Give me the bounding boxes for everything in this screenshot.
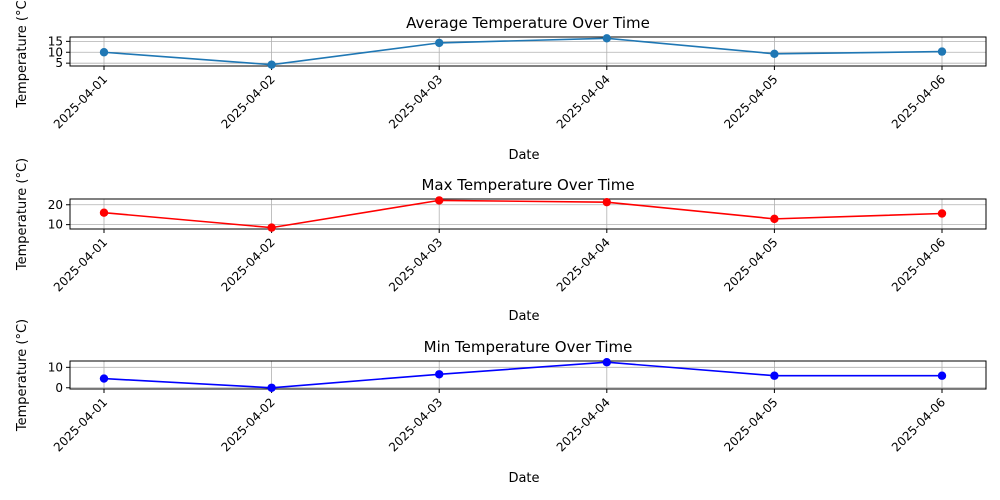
x-tick-label: 2025-04-01 xyxy=(51,72,110,131)
data-point xyxy=(770,49,779,58)
data-point xyxy=(602,34,611,43)
x-tick-label: 2025-04-06 xyxy=(889,235,948,294)
plot-frame xyxy=(69,198,987,230)
data-point xyxy=(770,214,779,224)
data-point xyxy=(267,60,276,69)
x-tick-label: 2025-04-03 xyxy=(386,235,445,294)
data-point xyxy=(99,374,109,383)
chart-title: Min Temperature Over Time xyxy=(424,338,633,356)
y-tick-label: 0 xyxy=(55,381,63,395)
y-axis-label: Temperature (°C) xyxy=(15,0,30,109)
x-axis-label: Date xyxy=(508,148,539,163)
x-tick-label: 2025-04-05 xyxy=(721,235,780,294)
x-tick-label: 2025-04-04 xyxy=(554,235,613,294)
y-axis-label: Temperature (°C) xyxy=(15,158,30,271)
x-tick-label: 2025-04-02 xyxy=(219,235,278,294)
x-tick-label: 2025-04-03 xyxy=(386,72,445,131)
chart-panel-2: 10 20 2025-04-01 2025-04-02 2025-04-03 2025-0… xyxy=(15,158,987,324)
x-tick-label: 2025-04-05 xyxy=(721,395,780,454)
x-axis-label: Date xyxy=(508,471,539,486)
x-tick-label: 2025-04-04 xyxy=(554,72,613,131)
data-point xyxy=(267,383,276,392)
data-point xyxy=(435,370,444,379)
data-point xyxy=(937,209,947,218)
chart-title: Max Temperature Over Time xyxy=(421,176,634,194)
y-tick-label: 5 xyxy=(55,56,63,70)
x-tick-label: 2025-04-02 xyxy=(219,395,278,454)
x-tick-label: 2025-04-06 xyxy=(889,395,948,454)
data-point xyxy=(435,196,444,205)
chart-title: Average Temperature Over Time xyxy=(406,14,650,32)
x-tick-label: 2025-04-01 xyxy=(51,235,110,294)
plot-frame xyxy=(69,360,987,390)
y-tick-label: 10 xyxy=(48,45,63,59)
data-point xyxy=(937,47,947,56)
data-point xyxy=(99,48,109,57)
y-axis-label: Temperature (°C) xyxy=(15,319,30,432)
data-point xyxy=(267,223,276,232)
data-point xyxy=(937,371,947,380)
data-point xyxy=(602,358,611,367)
series-line xyxy=(103,361,942,389)
y-tick-label: 10 xyxy=(48,218,63,232)
x-tick-label: 2025-04-02 xyxy=(219,72,278,131)
data-point xyxy=(770,371,779,380)
y-tick-label: 10 xyxy=(48,360,63,374)
x-tick-label: 2025-04-05 xyxy=(721,72,780,131)
x-tick-label: 2025-04-04 xyxy=(554,395,613,454)
plot-frame xyxy=(69,36,987,67)
y-tick-label: 20 xyxy=(48,198,63,212)
y-tick-label: 15 xyxy=(48,34,63,48)
chart-panel-3: 0 10 2025-04-01 2025-04-02 2025-04-03 2025-04… xyxy=(15,319,987,486)
data-point xyxy=(99,208,109,217)
data-point xyxy=(602,197,611,207)
x-tick-label: 2025-04-06 xyxy=(889,72,948,131)
x-tick-label: 2025-04-03 xyxy=(386,395,445,454)
series-line xyxy=(103,199,943,229)
x-tick-label: 2025-04-01 xyxy=(51,395,110,454)
series-line xyxy=(103,37,943,66)
x-axis-label: Date xyxy=(508,309,539,324)
data-point xyxy=(435,38,444,48)
